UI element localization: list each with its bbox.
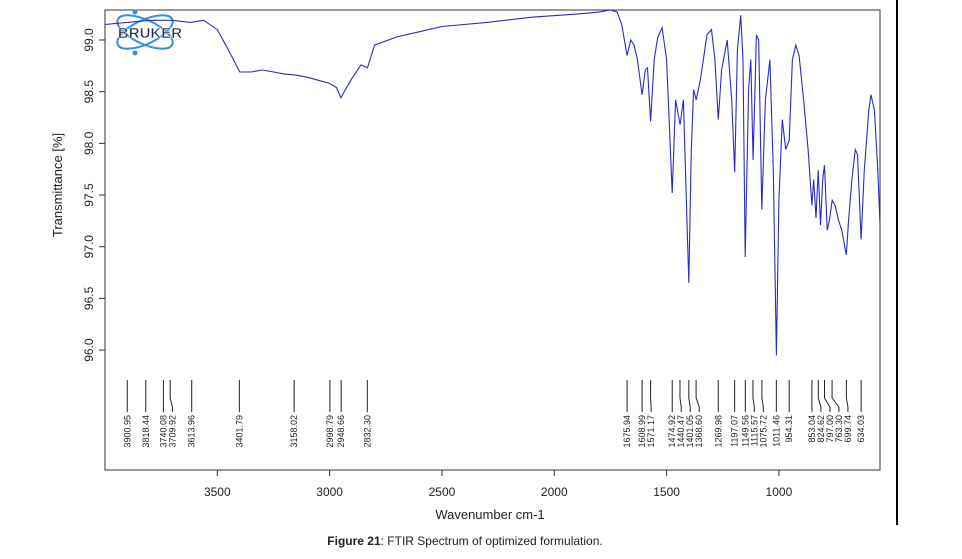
y-tick-label: 97.5 [82,183,96,207]
peak-label: 699.74 [843,415,853,443]
y-tick-label: 98.5 [82,80,96,104]
peak-marker [845,380,849,412]
caption: Figure 21: FTIR Spectrum of optimized fo… [327,534,602,548]
peak-label: 763.30 [834,415,844,443]
peak-label: 1269.98 [713,415,723,448]
peak-marker [752,380,755,412]
peak-label: 3158.02 [289,415,299,448]
peak-label: 3709.92 [167,415,177,448]
peak-label: 1115.57 [749,415,759,446]
x-tick-label: 3000 [316,485,343,499]
peak-label: 2832.30 [362,415,372,448]
peak-label: 1440.47 [676,415,686,448]
peak-label: 2948.66 [336,415,346,448]
peak-label: 1075.72 [758,415,768,448]
peak-marker [817,380,822,412]
x-axis-title: Wavenumber cm-1 [435,507,544,522]
y-tick-label: 99.0 [82,28,96,52]
x-tick-label: 2500 [429,485,456,499]
y-tick-label: 97.0 [82,235,96,259]
peak-label: 1149.56 [740,415,750,447]
peak-label: 1368.60 [694,415,704,448]
peak-label: 853.04 [807,415,817,443]
peak-marker [831,380,840,412]
peak-marker [695,380,700,412]
y-tick-label: 98.0 [82,131,96,155]
x-tick-label: 1500 [653,485,680,499]
peak-label: 797.00 [825,415,835,443]
spectrum-line [104,9,881,356]
peak-label: 1401.05 [685,415,695,448]
peak-label: 1474.92 [667,415,677,448]
y-tick-label: 96.0 [82,338,96,362]
peak-marker [824,380,831,412]
peak-label: 634.03 [856,415,866,443]
peak-label: 3740.08 [158,415,168,448]
peak-label: 3900.95 [122,415,132,448]
plot-frame [104,9,881,471]
peak-label: 1608.99 [637,415,647,448]
y-tick-label: 96.5 [82,286,96,310]
x-tick-label: 3500 [204,485,231,499]
logo: BRUKER [116,9,183,56]
peak-marker [761,380,764,412]
peak-marker [169,380,173,412]
peak-label: 3401.79 [234,415,244,448]
x-tick-label: 2000 [541,485,568,499]
logo-text: BRUKER [118,25,182,42]
peak-label: 1197.07 [730,415,740,447]
caption-text: : FTIR Spectrum of optimized formulation… [381,534,603,548]
peak-label: 3613.96 [187,415,197,448]
peak-marker [650,380,652,412]
peak-label: 1571.17 [646,415,656,448]
peak-marker [679,380,682,412]
y-axis-title: Transmittance [%] [50,133,65,237]
x-tick-label: 1000 [766,485,793,499]
peak-label: 2998.79 [325,415,335,448]
caption-label: Figure 21 [327,534,381,548]
peak-label: 1011.46 [771,415,781,447]
peak-marker [688,380,691,412]
peak-label: 3818.44 [141,415,151,448]
peak-label: 954.31 [784,415,794,443]
peak-label: 1675.94 [622,415,632,448]
peak-label: 824.62 [816,415,826,443]
